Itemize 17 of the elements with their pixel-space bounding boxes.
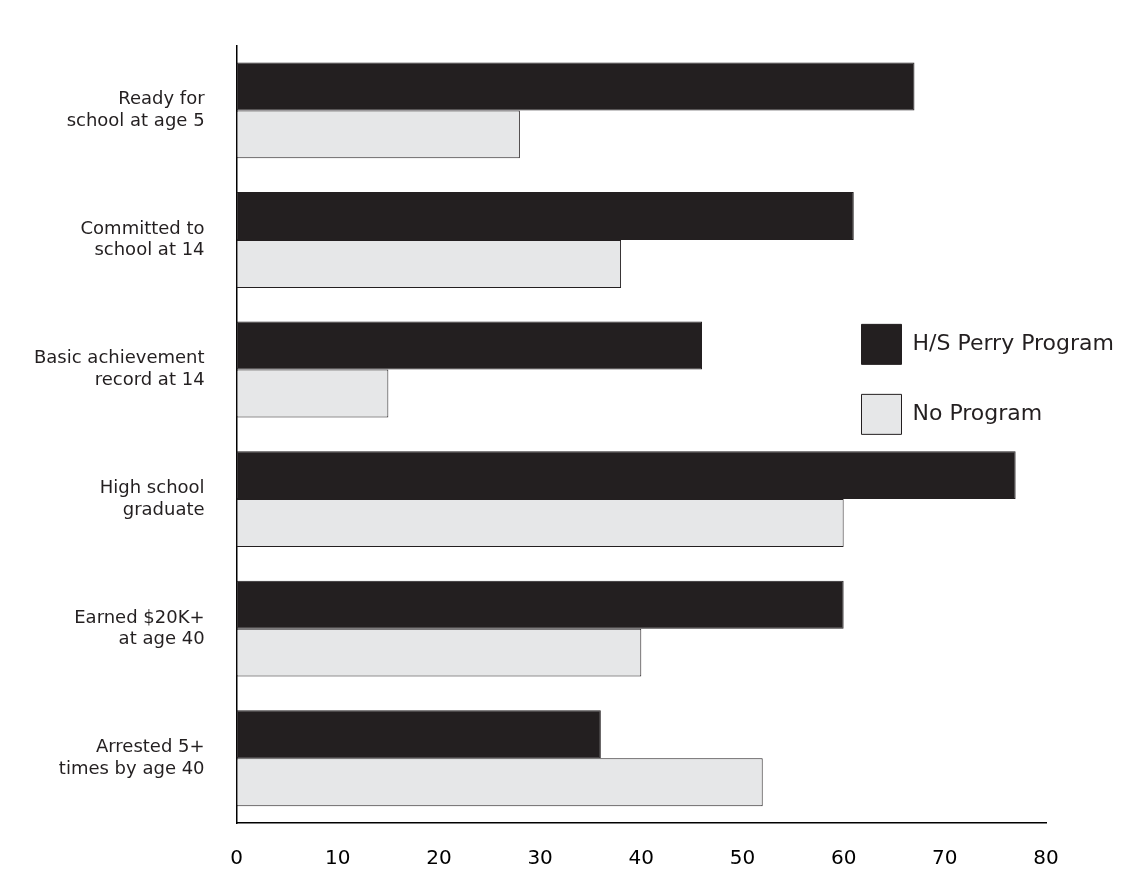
x-tick-label: 50 — [729, 845, 756, 870]
x-tick-label: 70 — [932, 845, 958, 870]
x-tick-label: 30 — [527, 845, 553, 870]
x-tick-label: 40 — [628, 845, 655, 870]
legend-label: No Program — [912, 400, 1043, 426]
x-tick-label: 80 — [1033, 845, 1059, 870]
y-tick-label: High school graduate — [99, 475, 205, 519]
legend-label: H/S Perry Program — [912, 330, 1114, 356]
y-tick-label: Committed to school at 14 — [80, 216, 205, 260]
y-tick-label: Ready for school at age 5 — [66, 87, 206, 130]
x-tick-label: 10 — [325, 845, 351, 870]
y-tick-label: Earned $20K+ at age 40 — [74, 605, 205, 649]
x-tick-label: 20 — [426, 845, 452, 870]
y-tick-label: Basic achievement record at 14 — [33, 346, 205, 389]
x-tick-label: 60 — [830, 845, 857, 870]
y-tick-label: Arrested 5+ times by age 40 — [58, 735, 205, 778]
x-tick-label: 0 — [230, 845, 243, 870]
